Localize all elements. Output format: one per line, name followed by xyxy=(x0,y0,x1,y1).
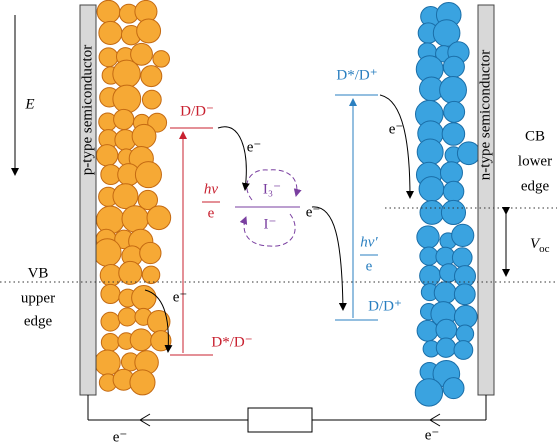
particle xyxy=(420,247,438,265)
transfer-arrow xyxy=(312,207,343,310)
redox-label: I₃⁻ xyxy=(263,181,281,197)
energy-label: E xyxy=(24,96,34,112)
photon-label: hν′ xyxy=(360,234,378,250)
diagram: p-type semiconductor n-type semiconducto… xyxy=(0,0,557,446)
electron-label: e⁻ xyxy=(173,289,188,305)
particle xyxy=(147,206,171,230)
electron-label: e⁻ xyxy=(113,429,128,445)
particle xyxy=(442,123,465,146)
particle xyxy=(118,308,136,326)
cb-label: edge xyxy=(521,178,550,194)
vb-label: upper xyxy=(21,290,55,306)
particle xyxy=(440,77,467,104)
particle xyxy=(443,56,464,77)
redox-label: I⁻ xyxy=(264,216,277,232)
particle xyxy=(130,329,152,351)
particle xyxy=(119,261,142,284)
level-label: D*/D⁺ xyxy=(336,67,377,83)
particle xyxy=(130,370,155,395)
voc-label: Voc xyxy=(530,236,550,254)
particles xyxy=(94,0,480,406)
cb-label: lower xyxy=(518,153,552,169)
vb-label: VB xyxy=(28,265,49,281)
particle xyxy=(456,325,474,343)
particle xyxy=(434,282,456,304)
particle xyxy=(113,60,140,87)
particle xyxy=(114,109,134,129)
particle xyxy=(99,21,122,44)
particle xyxy=(153,51,170,68)
particle xyxy=(101,333,119,351)
particle xyxy=(454,284,475,305)
particle xyxy=(440,162,462,184)
particle xyxy=(94,239,121,266)
voc-subscript: oc xyxy=(539,243,550,255)
particle xyxy=(417,139,443,165)
particle xyxy=(436,338,455,357)
particle xyxy=(132,124,156,148)
particle xyxy=(452,224,474,246)
particle xyxy=(420,200,444,224)
photon-label: hν xyxy=(204,181,219,197)
particle xyxy=(140,242,161,263)
photon-unit: e xyxy=(366,258,373,274)
particle xyxy=(101,312,120,331)
level-label: D/D⁻ xyxy=(180,103,214,119)
particle xyxy=(415,379,442,406)
particle xyxy=(443,378,464,399)
particle xyxy=(443,181,463,201)
particle xyxy=(419,177,444,202)
particle xyxy=(142,266,160,284)
particle xyxy=(441,200,465,224)
photon-unit: e xyxy=(208,205,215,221)
particle xyxy=(96,145,117,166)
particle xyxy=(97,0,120,23)
particle xyxy=(135,162,161,188)
particle xyxy=(113,184,138,209)
resistor xyxy=(248,408,312,432)
particle xyxy=(101,284,120,303)
electrode-label: n-type semiconductor xyxy=(477,50,493,180)
particle xyxy=(454,341,473,360)
particle xyxy=(444,101,465,122)
level-label: D/D⁺ xyxy=(368,298,402,314)
electron-label: e⁻ xyxy=(306,204,321,220)
transfer-arrow xyxy=(218,127,246,190)
particle xyxy=(99,48,118,67)
electron-label: e⁻ xyxy=(425,427,440,443)
electrode-label: p-type semiconductor xyxy=(79,45,95,175)
electron-label: e⁻ xyxy=(389,121,404,137)
particle xyxy=(436,247,455,266)
particle xyxy=(113,85,141,113)
level-label: D*/D⁻ xyxy=(211,334,252,350)
particle xyxy=(436,319,457,340)
particle xyxy=(122,206,148,232)
particle xyxy=(132,286,156,310)
vb-label: edge xyxy=(24,313,53,329)
particle xyxy=(100,265,121,286)
transfer-arrow xyxy=(380,95,410,198)
particle xyxy=(141,66,162,87)
particle xyxy=(420,265,441,286)
cb-label: CB xyxy=(525,128,545,144)
particle xyxy=(137,19,161,43)
particle xyxy=(148,310,170,332)
electron-label: e⁻ xyxy=(247,139,262,155)
particle xyxy=(452,248,472,268)
particle xyxy=(417,320,438,341)
particle xyxy=(142,90,161,109)
particle xyxy=(417,226,439,248)
